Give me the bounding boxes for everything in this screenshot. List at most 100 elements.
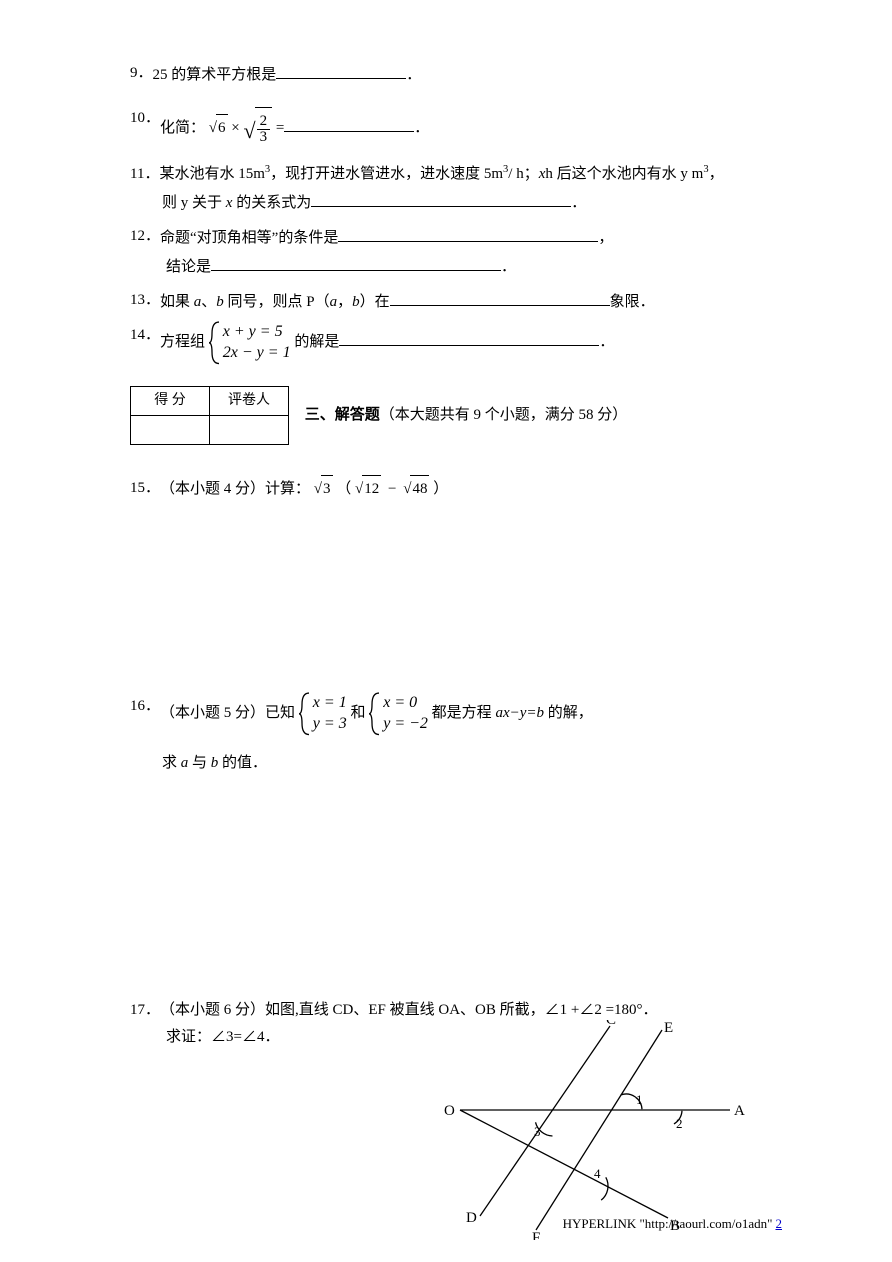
q16-s2r2: y = −2 xyxy=(383,714,428,735)
q10-sqrt-frac: √23 xyxy=(243,105,272,147)
svg-text:4: 4 xyxy=(594,1166,601,1181)
q11-t2t: ． xyxy=(571,195,586,211)
q16-s2r1: x = 0 xyxy=(383,693,428,714)
q12-ta: 命题“对顶角相等”的条件是 xyxy=(160,230,338,246)
q15-sqrt12: √12 xyxy=(355,475,381,503)
footer-page-number: 2 xyxy=(776,1216,783,1231)
q11-t1d: h 后这个水池内有水 y m xyxy=(545,166,703,182)
q13-comma: ， xyxy=(337,294,352,310)
geometry-figure: OACEDFB1234 xyxy=(440,1020,760,1240)
section-3-header: 三、解答题（本大题共有 9 个小题，满分 58 分） xyxy=(305,402,628,429)
q17-ta: 如图,直线 CD、EF 被直线 OA、OB 所截，∠1 +∠2 =180°． xyxy=(265,1002,658,1018)
q12-blank-a xyxy=(338,223,598,242)
score-h2: 评卷人 xyxy=(210,386,289,415)
q9-text: 25 的算术平方根是 xyxy=(153,67,277,83)
brace-icon xyxy=(369,691,381,737)
q14-system: x + y = 5 2x − y = 1 xyxy=(209,322,291,364)
q14-ta: 方程组 xyxy=(160,334,205,350)
q16-tb: 都是方程 xyxy=(432,705,496,721)
q13-ta: 如果 xyxy=(160,294,194,310)
question-15: 15．（本小题 4 分）计算： √3 （ √12 − √48 ） xyxy=(130,475,792,503)
q12-line2: 结论是 ． xyxy=(130,252,792,281)
q11-line2: 则 y 关于 x 的关系式为． xyxy=(130,188,792,217)
q13-td: 象限． xyxy=(610,294,655,310)
q12-l2a: 结论是 xyxy=(166,259,211,275)
svg-text:A: A xyxy=(734,1103,745,1119)
q16-l2t: 的值． xyxy=(218,755,267,771)
q16-num: 16． xyxy=(130,693,160,720)
svg-text:2: 2 xyxy=(676,1116,683,1131)
q11-t1a: 某水池有水 15m xyxy=(159,166,264,182)
question-14: 14．方程组 x + y = 5 2x − y = 1 的解是． xyxy=(130,322,792,364)
footer-text: HYPERLINK "http://taourl.com/o1adn" xyxy=(563,1216,773,1231)
svg-text:3: 3 xyxy=(534,1124,541,1139)
score-h1: 得 分 xyxy=(131,386,210,415)
q9-num: 9． xyxy=(130,60,153,87)
q11-t1c: / h； xyxy=(508,166,538,182)
q13-tb: 同号，则点 P（ xyxy=(224,294,330,310)
q10-sqrt6: √6 xyxy=(209,114,228,142)
q15-sqrt48: √48 xyxy=(403,475,429,503)
q13-num: 13． xyxy=(130,287,160,314)
q15-ta: 计算： xyxy=(265,481,310,497)
q13-b: b xyxy=(216,294,224,310)
q10-eq: = xyxy=(276,120,284,136)
svg-text:E: E xyxy=(664,1020,673,1036)
score-cell-1 xyxy=(131,415,210,444)
q16-line2: 求 a 与 b 的值． xyxy=(130,750,792,777)
q12-num: 12． xyxy=(130,223,160,250)
svg-text:D: D xyxy=(466,1210,477,1226)
q16-l2a: 求 xyxy=(162,755,181,771)
q10-blank xyxy=(284,113,414,132)
q11-blank xyxy=(311,188,571,207)
q17-l2: 求证：∠3=∠4． xyxy=(166,1029,279,1045)
page: 9．25 的算术平方根是 ． 10．化简： √6 × √23 =． 11．某水池有… xyxy=(0,0,892,1262)
score-table: 得 分评卷人 xyxy=(130,386,289,445)
q14-r1: x + y = 5 xyxy=(223,322,291,343)
q15-sqrt3: √3 xyxy=(314,475,333,503)
q10-times: × xyxy=(231,120,239,136)
brace-icon xyxy=(299,691,311,737)
svg-text:C: C xyxy=(606,1020,616,1028)
q10-num: 10． xyxy=(130,105,160,132)
q15-rp: ） xyxy=(433,481,448,497)
q11-num: 11． xyxy=(130,161,159,188)
q16-ta: 已知 xyxy=(265,705,295,721)
q11-t1e: ， xyxy=(709,166,724,182)
q16-tc: 的解， xyxy=(544,705,593,721)
section-3-desc: （本大题共有 9 个小题，满分 58 分） xyxy=(380,407,628,423)
brace-icon xyxy=(209,320,221,366)
section-3-label: 三、解答题 xyxy=(305,407,380,423)
q14-num: 14． xyxy=(130,322,160,349)
q14-r2: 2x − y = 1 xyxy=(223,343,291,364)
q16-s1r2: y = 3 xyxy=(313,714,347,735)
q15-minus: − xyxy=(385,481,399,497)
q13-tc: ）在 xyxy=(360,294,390,310)
question-16: 16．（本小题 5 分）已知 x = 1 y = 3 和 x = 0 y = −… xyxy=(130,693,792,778)
score-cell-2 xyxy=(210,415,289,444)
section-3-header-row: 得 分评卷人 三、解答题（本大题共有 9 个小题，满分 58 分） xyxy=(130,386,792,445)
q17-pts: （本小题 6 分） xyxy=(160,1002,265,1018)
question-12: 12．命题“对顶角相等”的条件是 ， 结论是 ． xyxy=(130,223,792,281)
q16-pts: （本小题 5 分） xyxy=(160,705,265,721)
question-13: 13．如果 a、b 同号，则点 P（a，b）在象限． xyxy=(130,287,792,316)
question-10: 10．化简： √6 × √23 =． xyxy=(130,105,792,147)
q16-sys2: x = 0 y = −2 xyxy=(369,693,428,735)
q16-eq: ax−y=b xyxy=(495,705,544,721)
q15-num: 15． xyxy=(130,475,160,502)
q16-s1r1: x = 1 xyxy=(313,693,347,714)
q12-taila: ， xyxy=(598,230,613,246)
q15-lp: （ xyxy=(336,481,351,497)
q15-pts: （本小题 4 分） xyxy=(160,481,265,497)
page-footer: HYPERLINK "http://taourl.com/o1adn"2 xyxy=(563,1216,782,1232)
svg-text:1: 1 xyxy=(636,1092,643,1107)
q16-and2: 与 xyxy=(188,755,211,771)
q11-t2a: 则 y 关于 xyxy=(162,195,226,211)
q14-tail: ． xyxy=(599,334,614,350)
q13-blank xyxy=(390,287,610,306)
q12-tailb: ． xyxy=(501,259,516,275)
svg-text:F: F xyxy=(532,1230,540,1240)
svg-text:O: O xyxy=(444,1103,455,1119)
q12-blank-b xyxy=(211,252,501,271)
q17-num: 17． xyxy=(130,997,160,1024)
